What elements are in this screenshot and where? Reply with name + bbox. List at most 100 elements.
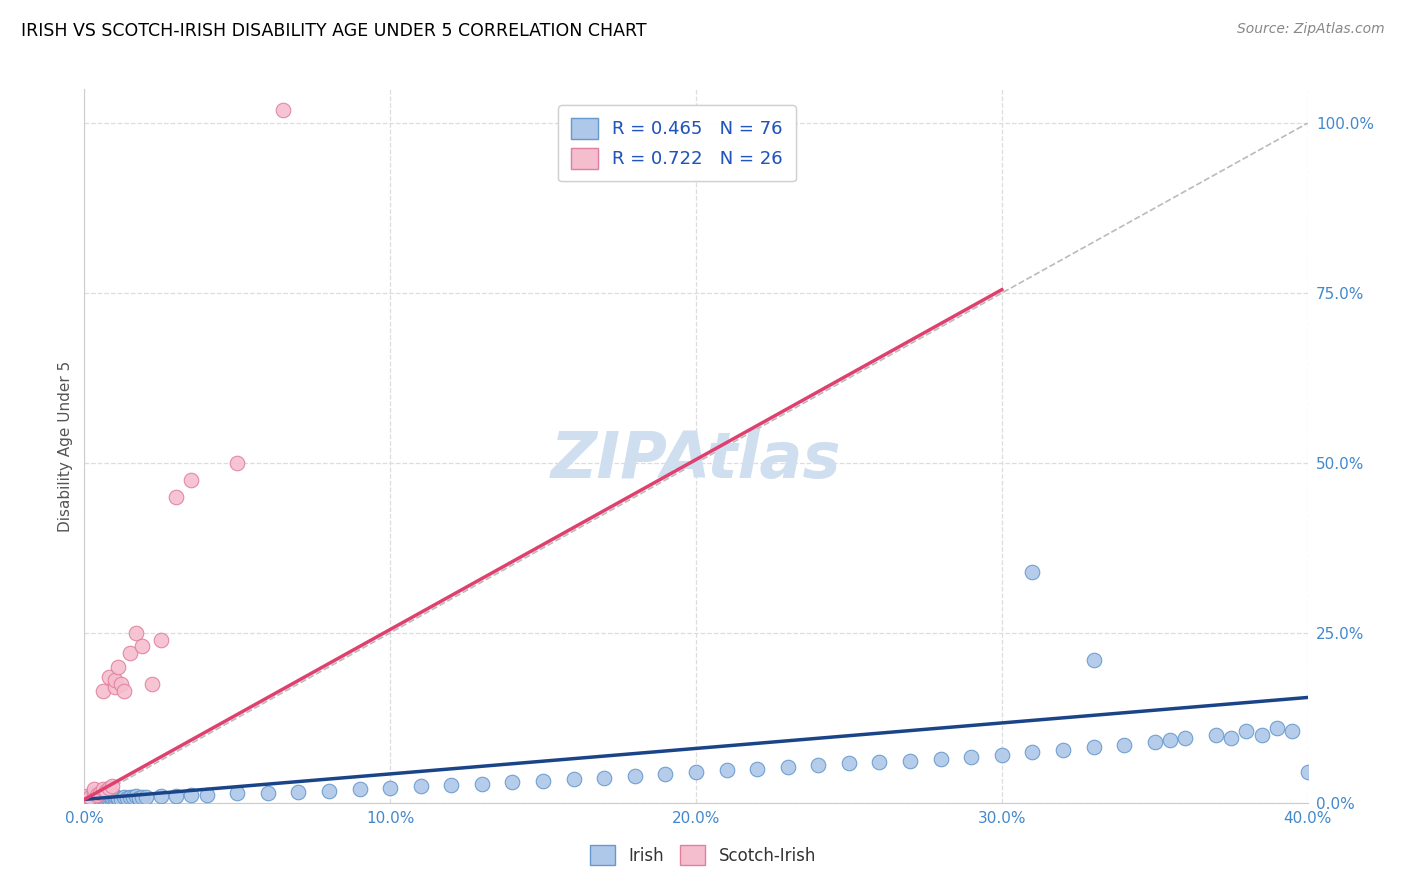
Point xyxy=(131,640,153,654)
Point xyxy=(747,762,769,776)
Point xyxy=(349,782,371,797)
Point xyxy=(180,473,202,487)
Text: ZIPAtlas: ZIPAtlas xyxy=(551,429,841,491)
Point xyxy=(654,767,676,781)
Point xyxy=(1114,738,1136,752)
Point xyxy=(89,791,111,805)
Text: IRISH VS SCOTCH-IRISH DISABILITY AGE UNDER 5 CORRELATION CHART: IRISH VS SCOTCH-IRISH DISABILITY AGE UND… xyxy=(21,22,647,40)
Point xyxy=(86,789,108,803)
Point xyxy=(1296,765,1319,780)
Point xyxy=(898,754,921,768)
Point xyxy=(104,673,127,688)
Point xyxy=(97,789,120,803)
Point xyxy=(104,789,127,803)
Point xyxy=(287,785,309,799)
Point xyxy=(271,103,294,117)
Point xyxy=(122,790,145,805)
Point xyxy=(226,786,249,800)
Point xyxy=(76,792,98,806)
Point xyxy=(807,758,830,772)
Point xyxy=(125,626,148,640)
Point xyxy=(1281,724,1303,739)
Point xyxy=(593,771,616,785)
Point xyxy=(1021,745,1043,759)
Point xyxy=(110,677,132,691)
Point xyxy=(94,783,117,797)
Point xyxy=(79,794,101,808)
Point xyxy=(107,792,129,806)
Point xyxy=(195,788,218,802)
Point xyxy=(79,790,101,805)
Legend: Irish, Scotch-Irish: Irish, Scotch-Irish xyxy=(579,836,827,875)
Point xyxy=(1205,728,1227,742)
Point xyxy=(89,786,111,800)
Point xyxy=(869,755,891,769)
Point xyxy=(409,780,432,794)
Y-axis label: Disability Age Under 5: Disability Age Under 5 xyxy=(58,360,73,532)
Point xyxy=(135,790,157,805)
Point xyxy=(440,778,463,792)
Point xyxy=(562,772,585,786)
Point xyxy=(1220,731,1243,746)
Point xyxy=(83,791,105,805)
Point xyxy=(960,749,983,764)
Point xyxy=(685,765,707,780)
Point xyxy=(101,779,124,793)
Point xyxy=(838,756,860,771)
Point xyxy=(101,790,124,805)
Point xyxy=(1174,731,1197,746)
Legend: R = 0.465   N = 76, R = 0.722   N = 26: R = 0.465 N = 76, R = 0.722 N = 26 xyxy=(558,105,796,181)
Point xyxy=(76,789,98,803)
Point xyxy=(83,786,105,800)
Point xyxy=(91,683,114,698)
Point xyxy=(83,793,105,807)
Point xyxy=(94,793,117,807)
Point xyxy=(716,763,738,777)
Point xyxy=(131,789,153,804)
Point xyxy=(165,490,187,504)
Point xyxy=(101,793,124,807)
Point xyxy=(180,788,202,802)
Point xyxy=(1083,740,1105,755)
Point xyxy=(112,683,135,698)
Point xyxy=(91,789,114,804)
Point xyxy=(1052,743,1074,757)
Point xyxy=(929,751,952,765)
Point xyxy=(107,791,129,805)
Point xyxy=(91,782,114,797)
Point xyxy=(471,777,494,791)
Point xyxy=(125,789,148,803)
Point xyxy=(1083,653,1105,667)
Point xyxy=(257,786,280,800)
Point xyxy=(1236,724,1258,739)
Point xyxy=(380,780,402,795)
Point xyxy=(120,789,142,804)
Point xyxy=(110,791,132,805)
Point xyxy=(89,794,111,808)
Point xyxy=(97,780,120,795)
Point xyxy=(991,748,1014,763)
Point xyxy=(79,790,101,805)
Point xyxy=(120,646,142,660)
Point xyxy=(149,789,172,803)
Point xyxy=(97,670,120,684)
Point xyxy=(165,789,187,803)
Point xyxy=(115,791,138,805)
Point xyxy=(624,769,647,783)
Point xyxy=(318,783,340,797)
Point xyxy=(97,792,120,806)
Point xyxy=(104,792,127,806)
Point xyxy=(1250,728,1272,742)
Point xyxy=(112,790,135,805)
Point xyxy=(141,677,163,691)
Point xyxy=(91,792,114,806)
Point xyxy=(128,791,150,805)
Point xyxy=(94,790,117,805)
Point xyxy=(104,680,127,694)
Point xyxy=(107,660,129,674)
Point xyxy=(502,775,524,789)
Point xyxy=(1143,734,1166,748)
Point xyxy=(1159,733,1181,747)
Point xyxy=(1021,565,1043,579)
Point xyxy=(86,792,108,806)
